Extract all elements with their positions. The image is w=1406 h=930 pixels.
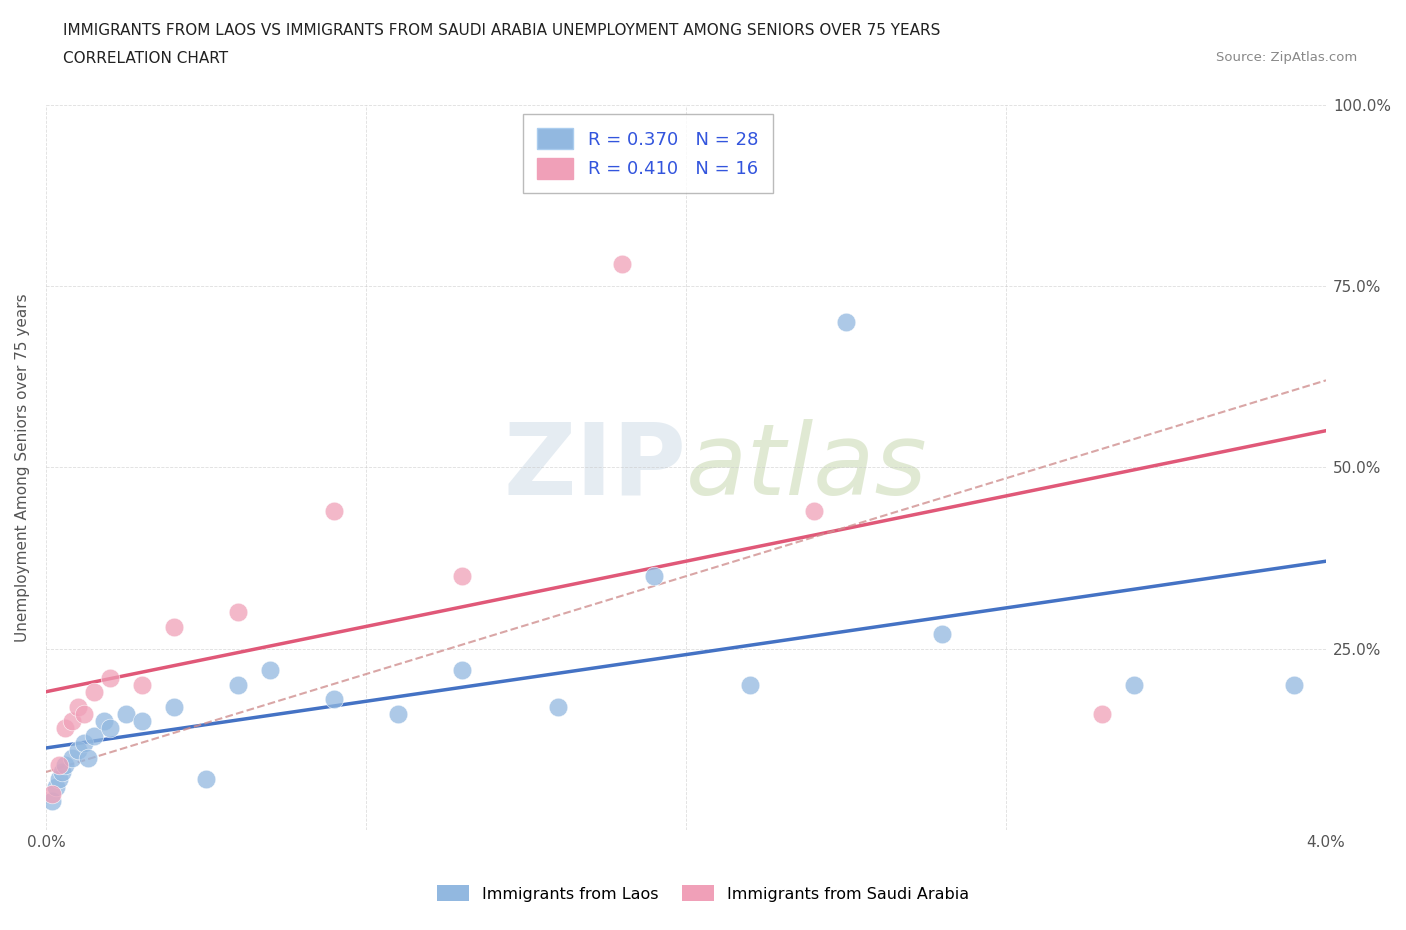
Point xyxy=(323,503,346,518)
Point xyxy=(48,772,70,787)
Point xyxy=(195,772,218,787)
Point xyxy=(387,707,409,722)
Point xyxy=(1091,707,1114,722)
Point xyxy=(66,699,89,714)
Point xyxy=(738,678,761,693)
Text: CORRELATION CHART: CORRELATION CHART xyxy=(63,51,228,66)
Point xyxy=(41,793,63,808)
Text: IMMIGRANTS FROM LAOS VS IMMIGRANTS FROM SAUDI ARABIA UNEMPLOYMENT AMONG SENIORS : IMMIGRANTS FROM LAOS VS IMMIGRANTS FROM … xyxy=(63,23,941,38)
Point xyxy=(803,503,825,518)
Point xyxy=(83,684,105,699)
Point xyxy=(323,692,346,707)
Point xyxy=(83,728,105,743)
Point xyxy=(115,707,138,722)
Point xyxy=(931,627,953,642)
Point xyxy=(53,757,76,772)
Point xyxy=(1123,678,1146,693)
Point xyxy=(51,764,73,779)
Legend: R = 0.370   N = 28, R = 0.410   N = 16: R = 0.370 N = 28, R = 0.410 N = 16 xyxy=(523,113,772,193)
Text: Source: ZipAtlas.com: Source: ZipAtlas.com xyxy=(1216,51,1357,64)
Point xyxy=(610,257,633,272)
Point xyxy=(66,743,89,758)
Point xyxy=(226,605,249,620)
Point xyxy=(131,678,153,693)
Point xyxy=(163,699,186,714)
Point xyxy=(547,699,569,714)
Point xyxy=(60,751,83,765)
Point xyxy=(163,619,186,634)
Point xyxy=(76,751,98,765)
Point xyxy=(41,787,63,802)
Point xyxy=(73,736,96,751)
Text: ZIP: ZIP xyxy=(503,418,686,516)
Point xyxy=(98,671,121,685)
Y-axis label: Unemployment Among Seniors over 75 years: Unemployment Among Seniors over 75 years xyxy=(15,293,30,642)
Point xyxy=(259,663,281,678)
Point xyxy=(835,315,858,330)
Point xyxy=(1282,678,1305,693)
Point xyxy=(98,721,121,736)
Point xyxy=(45,779,67,794)
Point xyxy=(451,663,474,678)
Point xyxy=(643,569,665,584)
Point xyxy=(60,714,83,729)
Point xyxy=(53,721,76,736)
Text: atlas: atlas xyxy=(686,418,928,516)
Legend: Immigrants from Laos, Immigrants from Saudi Arabia: Immigrants from Laos, Immigrants from Sa… xyxy=(430,879,976,908)
Point xyxy=(226,678,249,693)
Point xyxy=(451,569,474,584)
Point xyxy=(73,707,96,722)
Point xyxy=(93,714,115,729)
Point xyxy=(48,757,70,772)
Point xyxy=(131,714,153,729)
